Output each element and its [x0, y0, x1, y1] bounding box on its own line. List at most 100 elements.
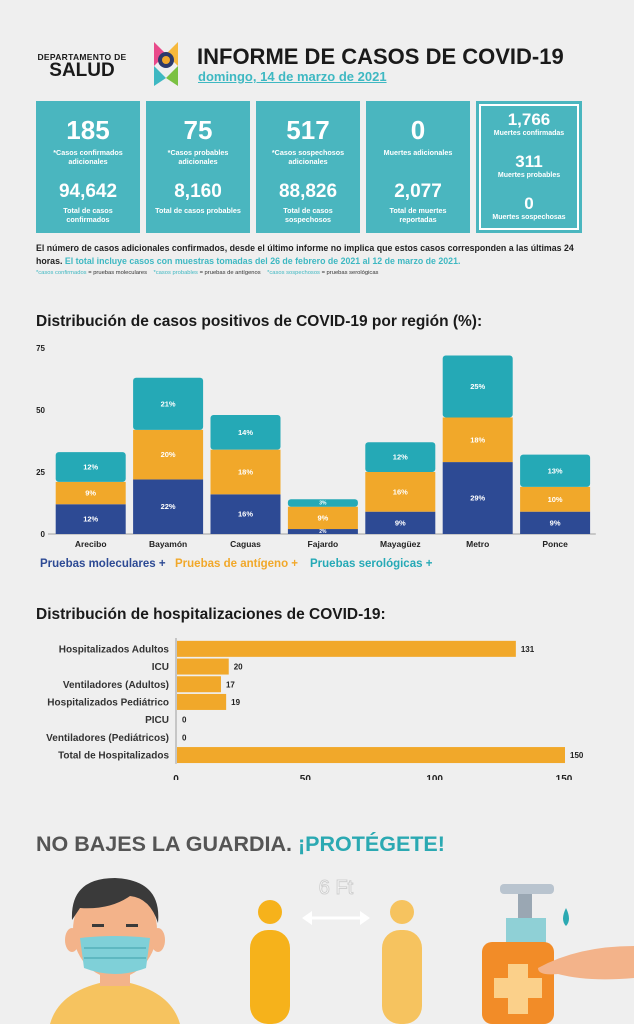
region-stacked-bar-chart: 0 25 50 75 12% 9% 12% Arecibo 22% 20% 21% Bayamón 16…: [36, 344, 596, 570]
stat-box-confirmed: 185 *Casos confirmados adicionales 94,64…: [36, 101, 140, 233]
bar-value-label: 19: [231, 698, 240, 707]
x-tick-label: Ponce: [542, 539, 568, 549]
bar-segment: [442, 355, 513, 418]
slogan-part1: NO BAJES LA GUARDIA.: [36, 832, 298, 856]
social-distance-illustration: 6 Ft: [250, 877, 422, 1024]
stat-value: 185: [66, 115, 110, 145]
bar-data-label: 10%: [548, 495, 563, 504]
category-label: Ventiladores (Adultos): [63, 680, 169, 691]
bar-segment: [520, 454, 591, 487]
legend-suspect: *casos sospechosos: [267, 270, 320, 276]
stat-total-label: Total de muertes reportadas: [389, 206, 447, 224]
y-tick-label: 75: [36, 344, 45, 353]
stat-total-label: Total de casos probables: [155, 206, 241, 215]
bar-value-label: 17: [226, 680, 235, 689]
hbar: [177, 747, 565, 764]
slogan: NO BAJES LA GUARDIA. ¡PROTÉGETE!: [36, 832, 445, 857]
category-label: Hospitalizados Adultos: [59, 644, 170, 655]
category-label: Total de Hospitalizados: [58, 751, 169, 762]
category-label: ICU: [152, 662, 169, 673]
stat-value: 0: [410, 115, 426, 145]
bar-segment: [287, 499, 358, 507]
stat-label: *Casos sospechosos adicionales: [271, 148, 345, 166]
slogan-part2: ¡PROTÉGETE!: [298, 832, 445, 856]
bar-segment: [520, 511, 591, 534]
page-title: INFORME DE CASOS DE COVID-19: [197, 44, 564, 69]
bar-segment: [210, 414, 281, 450]
category-label: Ventiladores (Pediátricos): [46, 733, 169, 744]
legend-entry: Pruebas moleculares +: [40, 558, 166, 570]
report-date: domingo, 14 de marzo de 2021: [198, 69, 387, 84]
dept-name-line1: DEPARTAMENTO DE: [37, 52, 127, 62]
region-chart-title: Distribución de casos positivos de COVID…: [36, 313, 483, 330]
distance-label: 6 Ft: [319, 877, 354, 899]
stat-label: *Casos confirmados adicionales: [53, 148, 123, 166]
masked-person-illustration: [50, 878, 180, 1024]
x-tick-label: Fajardo: [308, 539, 339, 549]
x-tick-label: Caguas: [230, 539, 261, 549]
stat-value: 517: [286, 115, 330, 145]
deaths-confirmed-label: Muertes confirmadas: [493, 130, 565, 137]
hosp-chart-title: Distribución de hospitalizaciones de COV…: [36, 606, 386, 623]
stat-total-label: Total de casos confirmados: [63, 206, 113, 224]
legend-probable-def: = pruebas de antígenos: [197, 270, 261, 276]
bar-data-label: 14%: [238, 428, 253, 437]
deaths-suspected-label: Muertes sospechosas: [492, 214, 566, 221]
bar-value-label: 0: [182, 716, 187, 725]
hbar: [177, 658, 229, 675]
bar-data-label: 12%: [83, 515, 98, 524]
legend-entry: Pruebas de antígeno +: [175, 558, 298, 570]
stat-value: 75: [183, 115, 213, 145]
deaths-probable-value: 311: [515, 152, 543, 171]
x-tick-label: 100: [426, 774, 443, 780]
bar-segment: [365, 442, 436, 472]
bar-data-label: 16%: [393, 487, 408, 496]
bar-data-label: 2%: [319, 529, 327, 535]
note-line-1: El número de casos adicionales confirmad…: [36, 243, 574, 266]
droplet-icon: [563, 908, 569, 926]
bar-segment: [133, 377, 204, 430]
bar-segment: [133, 429, 204, 480]
y-tick-label: 0: [41, 530, 46, 539]
hbar: [177, 640, 516, 657]
bar-data-label: 9%: [395, 518, 406, 527]
bar-data-label: 9%: [550, 518, 561, 527]
bar-data-label: 13%: [548, 466, 563, 475]
stat-total: 88,826: [278, 181, 338, 202]
hbar: [177, 676, 221, 693]
bar-segment: [287, 506, 358, 530]
bar-data-label: 25%: [470, 382, 485, 391]
deaths-confirmed-value: 1,766: [507, 110, 551, 129]
stat-total: 2,077: [394, 181, 442, 202]
bar-value-label: 150: [570, 751, 584, 760]
hbar: [177, 693, 227, 710]
x-tick-label: Bayamón: [149, 539, 187, 549]
hospitalization-bar-chart: Hospitalizados Adultos 131 ICU 20 Ventilador…: [46, 638, 584, 780]
y-tick-label: 50: [36, 406, 45, 415]
stat-total-label: Total de casos sospechosos: [283, 206, 333, 224]
legend-probable: *casos probables: [153, 270, 198, 276]
y-tick-label: 25: [36, 468, 45, 477]
stat-label: Muertes adicionales: [383, 148, 453, 157]
bar-data-label: 22%: [161, 502, 176, 511]
stat-total: 8,160: [174, 181, 222, 202]
bar-data-label: 21%: [161, 399, 176, 408]
x-tick-label: 150: [556, 774, 573, 780]
bar-data-label: 16%: [238, 510, 253, 519]
note-line-2: El total incluye casos con muestras toma…: [64, 255, 461, 266]
bar-segment: [365, 472, 436, 512]
bar-segment: [442, 462, 513, 534]
bar-data-label: 3%: [319, 501, 327, 507]
bar-data-label: 9%: [85, 489, 96, 498]
bar-data-label: 9%: [317, 513, 328, 522]
bar-segment: [210, 494, 281, 534]
bar-data-label: 12%: [393, 453, 408, 462]
x-tick-label: Mayagüez: [380, 539, 421, 549]
x-tick-label: 0: [173, 774, 179, 780]
stat-label: *Casos probables adicionales: [167, 148, 229, 166]
seal-icon: [154, 42, 178, 86]
legend-confirmed-def: = pruebas moleculares: [86, 270, 148, 276]
bar-value-label: 131: [521, 645, 535, 654]
bar-data-label: 18%: [238, 468, 253, 477]
x-tick-label: 50: [300, 774, 312, 780]
